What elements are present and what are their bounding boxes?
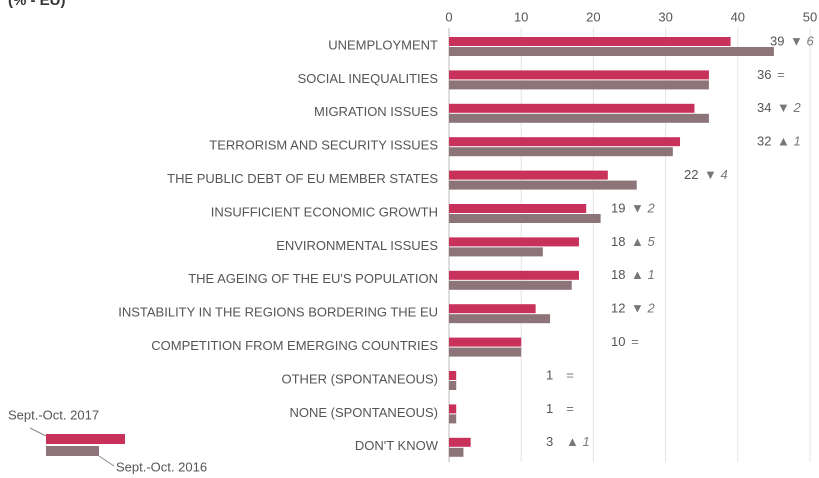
bar <box>449 371 457 380</box>
bar <box>449 304 536 314</box>
value-label: 19 <box>611 200 625 215</box>
category-label: THE PUBLIC DEBT OF EU MEMBER STATES <box>167 171 438 186</box>
bar <box>449 437 471 447</box>
change-label: ▲ 5 <box>631 234 655 249</box>
category-label: COMPETITION FROM EMERGING COUNTRIES <box>151 338 438 353</box>
subtitle: (% - EU) <box>8 0 66 9</box>
category-label: DON'T KNOW <box>355 438 439 453</box>
change-label: = <box>631 334 639 349</box>
x-tick-label: 50 <box>803 9 817 24</box>
bar <box>449 137 681 147</box>
change-label: = <box>566 367 574 382</box>
bar <box>449 47 774 56</box>
x-tick-label: 0 <box>445 9 452 24</box>
change-label: ▼ 6 <box>790 33 814 48</box>
change-label: ▲ 1 <box>777 134 801 149</box>
change-label: ▼ 2 <box>631 301 655 316</box>
x-tick-label: 30 <box>658 9 672 24</box>
bar <box>449 80 709 90</box>
value-label: 18 <box>611 267 625 282</box>
change-label: = <box>777 67 785 82</box>
bar <box>449 381 457 390</box>
value-label: 36 <box>757 67 771 82</box>
category-label: INSTABILITY IN THE REGIONS BORDERING THE… <box>118 305 438 320</box>
bar <box>449 247 543 257</box>
bar <box>449 404 457 414</box>
x-tick-label: 10 <box>514 9 528 24</box>
bar <box>449 37 731 46</box>
value-label: 18 <box>611 234 625 249</box>
bar <box>449 180 637 190</box>
legend-leader <box>98 455 115 467</box>
bar <box>449 314 551 324</box>
bar <box>449 214 601 223</box>
bar <box>449 414 457 424</box>
bar <box>449 113 709 123</box>
category-label: TERRORISM AND SECURITY ISSUES <box>209 138 438 153</box>
value-label: 3 <box>546 434 553 449</box>
x-tick-label: 40 <box>731 9 745 24</box>
x-tick-label: 20 <box>586 9 600 24</box>
category-label: UNEMPLOYMENT <box>328 37 438 52</box>
value-label: 12 <box>611 301 625 316</box>
category-label: SOCIAL INEQUALITIES <box>298 71 439 86</box>
bar <box>449 204 587 213</box>
value-label: 22 <box>684 167 698 182</box>
category-label: INSUFFICIENT ECONOMIC GROWTH <box>211 204 438 219</box>
change-label: ▼ 4 <box>704 167 728 182</box>
legend-label: Sept.-Oct. 2017 <box>8 407 99 422</box>
bar <box>449 347 522 357</box>
value-label: 34 <box>757 100 771 115</box>
change-label: ▲ 1 <box>631 267 655 282</box>
bar <box>449 170 608 180</box>
change-label: = <box>566 401 574 416</box>
legend-swatch <box>46 434 125 444</box>
bar <box>449 280 572 290</box>
change-label: ▲ 1 <box>566 434 590 449</box>
value-label: 1 <box>546 367 553 382</box>
legend-leader <box>29 427 47 437</box>
legend-swatch <box>46 446 99 456</box>
bar <box>449 70 709 80</box>
bar <box>449 237 579 247</box>
value-label: 1 <box>546 401 553 416</box>
value-label: 10 <box>611 334 625 349</box>
value-label: 39 <box>770 33 784 48</box>
category-label: THE AGEING OF THE EU'S POPULATION <box>188 271 438 286</box>
change-label: ▼ 2 <box>631 200 655 215</box>
bar <box>449 447 464 457</box>
value-label: 32 <box>757 134 771 149</box>
category-label: ENVIRONMENTAL ISSUES <box>276 238 438 253</box>
legend-label: Sept.-Oct. 2016 <box>116 459 207 474</box>
category-label: OTHER (SPONTANEOUS) <box>282 371 439 386</box>
bar <box>449 147 673 157</box>
bar <box>449 337 522 347</box>
bar <box>449 103 695 113</box>
bar <box>449 270 579 280</box>
change-label: ▼ 2 <box>777 100 801 115</box>
category-label: MIGRATION ISSUES <box>314 104 438 119</box>
category-label: NONE (SPONTANEOUS) <box>289 405 438 420</box>
